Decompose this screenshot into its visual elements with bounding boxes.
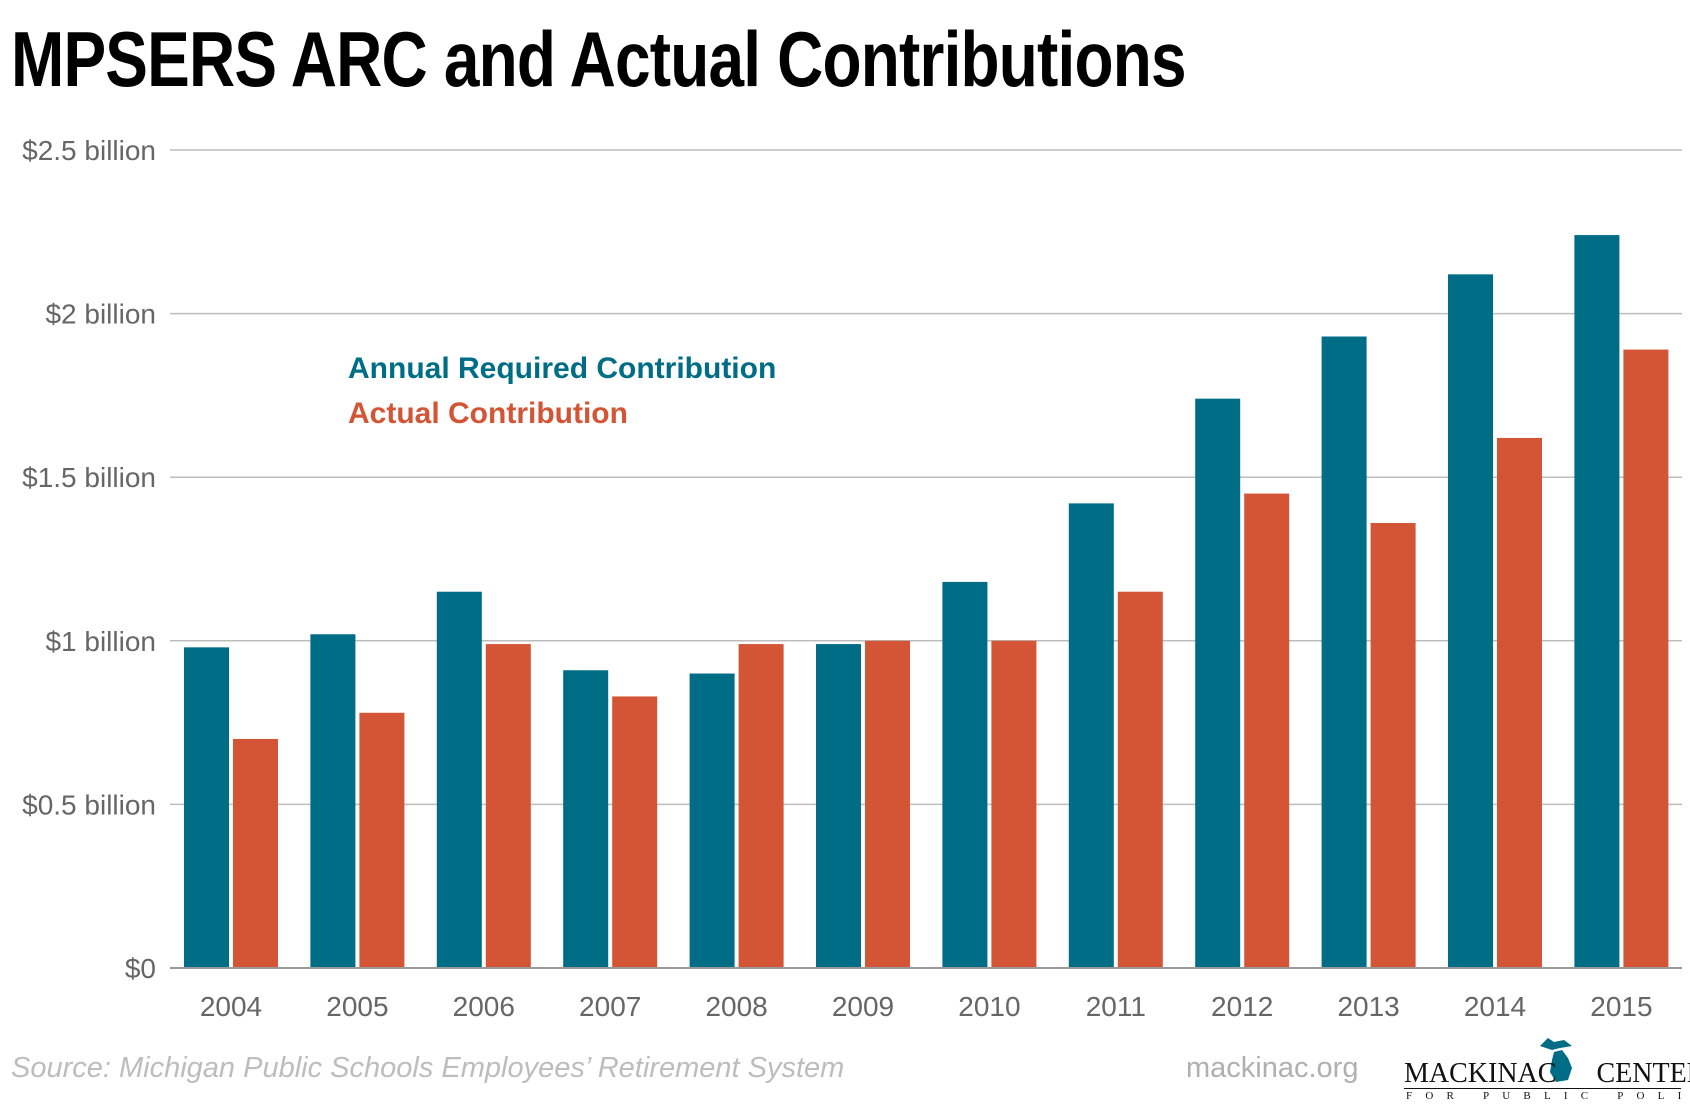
x-tick-label: 2009 <box>832 991 894 1022</box>
y-tick-label: $1.5 billion <box>22 462 156 493</box>
chart-title: MPSERS ARC and Actual Contributions <box>11 15 1187 103</box>
x-tick-label: 2011 <box>1086 991 1146 1022</box>
bar-actual-2013 <box>1370 523 1416 968</box>
bar-actual-2012 <box>1244 493 1290 968</box>
bar-arc-2005 <box>310 634 356 968</box>
bar-actual-2015 <box>1623 349 1669 968</box>
x-tick-label: 2007 <box>579 991 641 1022</box>
bar-actual-2006 <box>485 644 531 968</box>
x-tick-label: 2014 <box>1464 991 1526 1022</box>
y-tick-label: $1 billion <box>45 626 156 657</box>
x-tick-label: 2013 <box>1337 991 1399 1022</box>
x-tick-label: 2006 <box>453 991 515 1022</box>
bar-arc-2012 <box>1195 398 1241 968</box>
bar-actual-2004 <box>233 738 278 968</box>
bar-arc-2013 <box>1321 336 1367 968</box>
x-tick-label: 2010 <box>958 991 1020 1022</box>
x-tick-label: 2005 <box>326 991 388 1022</box>
mackinac-logo: MACKINACCENTER FOR PUBLIC POLICY <box>1404 1036 1690 1102</box>
bar-arc-2006 <box>436 591 482 968</box>
y-tick-label: $2 billion <box>45 299 156 330</box>
bar-arc-2015 <box>1574 235 1620 968</box>
x-tick-label: 2012 <box>1211 991 1273 1022</box>
bar-actual-2007 <box>612 696 658 968</box>
bar-arc-2009 <box>816 644 861 968</box>
bar-actual-2014 <box>1497 437 1542 968</box>
y-tick-label: $0 <box>125 953 156 984</box>
bar-arc-2004 <box>184 647 229 968</box>
legend-actual: Actual Contribution <box>348 397 628 430</box>
x-tick-label: 2004 <box>200 991 262 1022</box>
bar-arc-2014 <box>1448 274 1493 968</box>
bar-actual-2010 <box>991 640 1037 968</box>
site-link[interactable]: mackinac.org <box>1186 1052 1359 1084</box>
bar-arc-2007 <box>563 670 609 968</box>
bar-arc-2011 <box>1068 503 1114 968</box>
bar-arc-2010 <box>942 581 988 968</box>
bar-actual-2009 <box>865 640 910 968</box>
bar-actual-2011 <box>1117 591 1163 968</box>
y-tick-label: $0.5 billion <box>22 789 156 820</box>
bar-actual-2005 <box>359 712 405 968</box>
bar-actual-2008 <box>738 644 784 968</box>
bar-arc-2008 <box>689 673 735 968</box>
x-tick-label: 2008 <box>705 991 767 1022</box>
michigan-map-icon <box>1540 1038 1572 1082</box>
legend-arc: Annual Required Contribution <box>348 352 777 385</box>
x-tick-label: 2015 <box>1590 991 1652 1022</box>
source-note: Source: Michigan Public Schools Employee… <box>11 1052 845 1084</box>
y-tick-label: $2.5 billion <box>22 135 156 166</box>
